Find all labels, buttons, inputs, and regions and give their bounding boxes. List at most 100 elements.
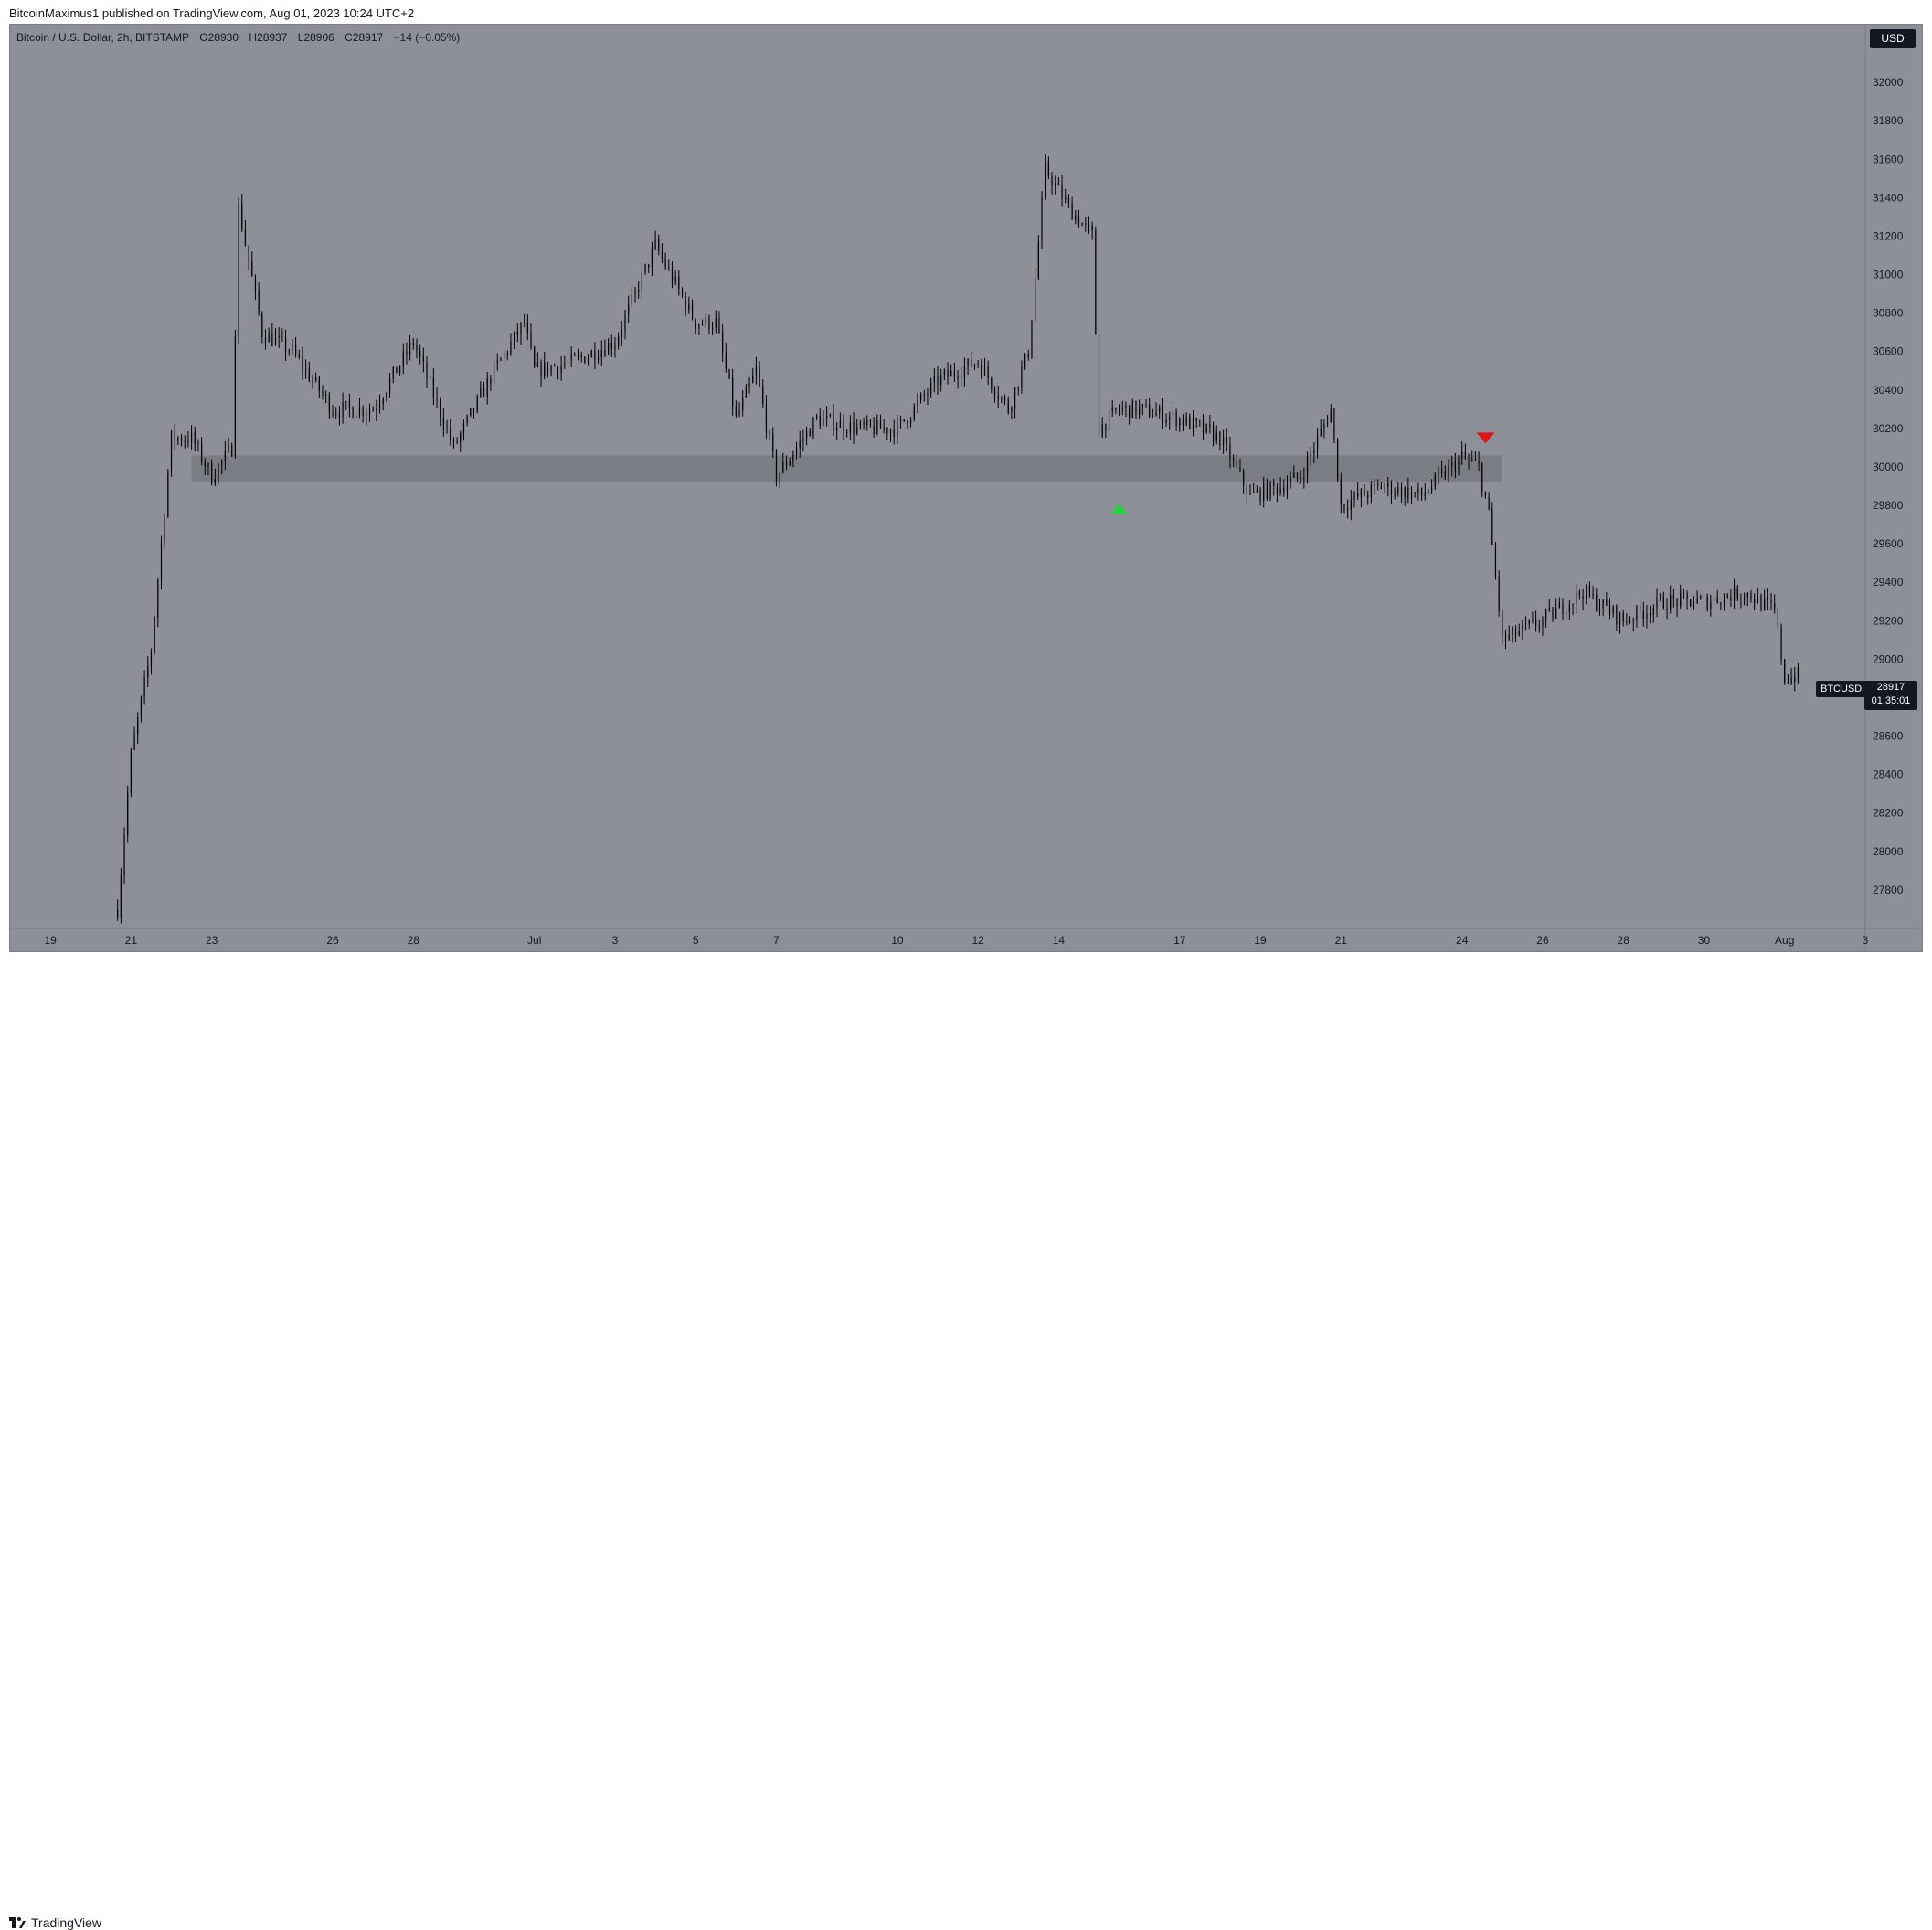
candle-body (516, 332, 518, 335)
candle-body (1212, 427, 1215, 442)
candle-body (1380, 484, 1383, 489)
candle-body (432, 377, 434, 398)
candle-body (597, 357, 600, 361)
candle-body (308, 368, 310, 381)
candle-body (893, 429, 895, 437)
candle-body (584, 356, 586, 364)
candle-body (674, 276, 676, 282)
price-tick-label: 31400 (1873, 191, 1904, 204)
candle-body (470, 408, 472, 416)
candle-body (1129, 405, 1131, 419)
candle-body (322, 390, 324, 395)
candle-body (1542, 619, 1544, 627)
candle-body (514, 332, 515, 343)
chart-frame[interactable]: 2780028000282002840028600288002900029200… (9, 24, 1923, 952)
candle-body (1616, 606, 1618, 625)
candle-body (812, 418, 814, 437)
candle-body (991, 377, 993, 389)
candle-body (1582, 596, 1584, 600)
candle-body (1622, 612, 1624, 622)
currency-button[interactable]: USD (1870, 29, 1916, 48)
candle-body (1491, 508, 1493, 545)
candle-body (288, 351, 290, 353)
candle-body (634, 290, 636, 294)
candle-body (755, 366, 758, 376)
candle-body (1300, 477, 1301, 480)
candle-body (1720, 602, 1722, 605)
candle-body (1706, 596, 1708, 610)
last-price-value: 28917 (1876, 682, 1905, 693)
candle-body (1498, 576, 1500, 611)
candle-body (1650, 613, 1651, 615)
candle-body (1243, 470, 1245, 485)
candle-body (873, 425, 875, 434)
arrow-up-icon[interactable] (1110, 504, 1128, 514)
candle-body (836, 427, 838, 431)
time-tick-label: 5 (693, 934, 699, 947)
candle-body (1606, 599, 1608, 607)
candle-body (1716, 597, 1718, 603)
candle-body (1159, 407, 1161, 413)
candle-body (1397, 487, 1399, 493)
candle-body (140, 696, 143, 717)
candle-body (1055, 183, 1056, 186)
candle-body (450, 428, 451, 440)
tradingview-logo[interactable]: TradingView (9, 1915, 101, 1930)
time-tick-label: 19 (44, 934, 57, 947)
candle-body (284, 337, 287, 352)
candle-body (1024, 353, 1026, 368)
candle-body (981, 363, 982, 376)
candle-body (648, 264, 650, 268)
candle-body (547, 362, 549, 373)
candle-body (1468, 457, 1470, 461)
candle-body (1481, 463, 1483, 492)
candle-body (510, 342, 512, 355)
candle-body (1407, 487, 1409, 499)
candle-body (819, 416, 821, 427)
candle-body (859, 421, 862, 427)
tradingview-brand: TradingView (31, 1915, 102, 1930)
candle-body (1320, 428, 1322, 436)
price-tick-label: 28600 (1873, 730, 1904, 743)
candle-body (1414, 492, 1416, 493)
candle-body (748, 382, 750, 387)
candle-body (1797, 666, 1799, 682)
candle-body (1746, 593, 1748, 598)
candle-body (1636, 606, 1638, 621)
candle-body (133, 734, 135, 750)
candle-body (1162, 407, 1163, 423)
candle-body (661, 250, 663, 259)
candle-body (651, 248, 653, 268)
chart-canvas[interactable]: 2780028000282002840028600288002900029200… (10, 25, 1922, 951)
candle-body (1095, 230, 1097, 335)
candle-body (1670, 595, 1672, 610)
candle-body (472, 408, 475, 411)
candle-body (1662, 596, 1664, 609)
candle-body (1420, 487, 1423, 496)
candle-body (1256, 489, 1258, 493)
candle-body (261, 313, 263, 337)
low-value: 28906 (303, 31, 334, 44)
candle-body (580, 355, 582, 357)
candle-body (490, 377, 492, 384)
candle-body (1071, 202, 1073, 220)
arrow-down-icon[interactable] (1476, 432, 1495, 444)
candle-body (302, 356, 303, 370)
candle-body (201, 443, 203, 462)
candle-body (1434, 474, 1436, 488)
candle-body (274, 337, 277, 346)
candle-body (1077, 215, 1080, 226)
candle-body (947, 370, 949, 377)
candle-body (708, 316, 710, 330)
candle-body (735, 406, 737, 416)
candle-body (577, 355, 579, 357)
bar-countdown: 01:35:01 (1871, 695, 1911, 706)
candle-body (294, 345, 297, 355)
support-zone[interactable] (191, 455, 1502, 482)
price-tick-label: 29400 (1873, 576, 1904, 589)
candle-body (927, 394, 929, 396)
candle-body (1693, 603, 1695, 607)
candle-body (1152, 416, 1153, 418)
candle-body (1454, 461, 1456, 472)
candle-body (150, 652, 153, 666)
